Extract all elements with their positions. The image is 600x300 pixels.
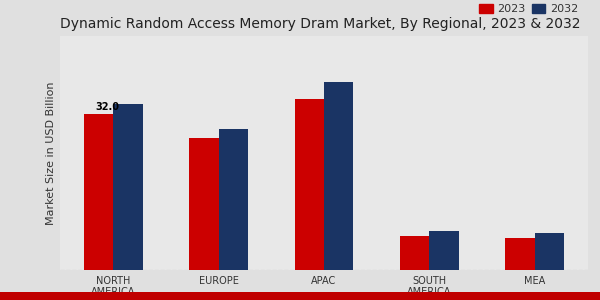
Text: 32.0: 32.0 <box>95 102 119 112</box>
Y-axis label: Market Size in USD Billion: Market Size in USD Billion <box>46 81 56 225</box>
Bar <box>113 104 143 270</box>
Bar <box>189 138 219 270</box>
Bar <box>324 82 353 270</box>
Bar <box>219 129 248 270</box>
Bar <box>84 114 113 270</box>
Bar <box>535 233 564 270</box>
Legend: 2023, 2032: 2023, 2032 <box>475 0 583 19</box>
Text: Dynamic Random Access Memory Dram Market, By Regional, 2023 & 2032: Dynamic Random Access Memory Dram Market… <box>60 17 581 31</box>
Bar <box>429 231 459 270</box>
Bar <box>505 238 535 270</box>
Bar <box>295 99 324 270</box>
Bar <box>400 236 429 270</box>
